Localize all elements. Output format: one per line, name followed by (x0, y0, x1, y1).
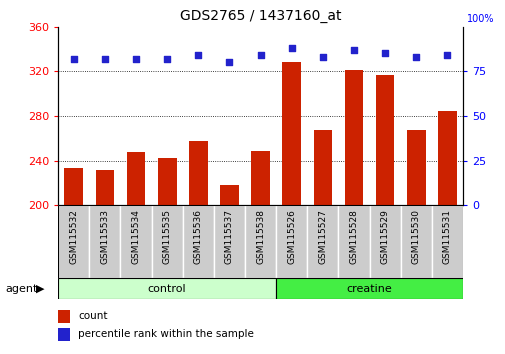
Text: GSM115526: GSM115526 (287, 209, 295, 264)
Point (380, 51, 388, 56)
Bar (276, 278, 462, 299)
Bar (95, 170, 114, 205)
Bar (58, 278, 276, 299)
Title: GDS2765 / 1437160_at: GDS2765 / 1437160_at (179, 9, 341, 23)
Bar (58, 205, 89, 278)
Bar (182, 205, 214, 278)
Point (442, 52, 450, 58)
Text: GSM115536: GSM115536 (193, 209, 203, 264)
Text: agent: agent (5, 284, 37, 293)
Bar (282, 62, 300, 205)
Bar (307, 205, 338, 278)
Bar (276, 205, 307, 278)
Bar (313, 131, 332, 205)
Bar (120, 205, 152, 278)
Text: GSM115531: GSM115531 (442, 209, 451, 264)
Bar (58, 328, 70, 341)
Text: GSM115535: GSM115535 (162, 209, 171, 264)
Text: 100%: 100% (466, 14, 494, 24)
Bar (214, 205, 244, 278)
Text: GSM115530: GSM115530 (411, 209, 420, 264)
Text: creatine: creatine (346, 284, 392, 293)
Bar (152, 205, 182, 278)
Text: count: count (78, 312, 108, 321)
Text: GSM115537: GSM115537 (225, 209, 233, 264)
Text: percentile rank within the sample: percentile rank within the sample (78, 329, 254, 339)
Point (287, 45, 295, 51)
Text: GSM115538: GSM115538 (256, 209, 265, 264)
Point (132, 56, 140, 62)
Bar (344, 70, 363, 205)
Point (318, 54, 326, 60)
Text: GSM115527: GSM115527 (318, 209, 327, 264)
Bar (338, 205, 369, 278)
Text: GSM115528: GSM115528 (349, 209, 358, 264)
Text: GSM115533: GSM115533 (100, 209, 109, 264)
Bar (431, 205, 462, 278)
Bar (251, 150, 269, 205)
Bar (126, 152, 145, 205)
Point (256, 52, 264, 58)
Point (225, 59, 233, 65)
Bar (400, 205, 431, 278)
Bar (375, 75, 394, 205)
Text: GSM115529: GSM115529 (380, 209, 389, 264)
Point (194, 52, 202, 58)
Bar (437, 112, 456, 205)
Bar (158, 158, 176, 205)
Text: GSM115534: GSM115534 (131, 209, 140, 264)
Bar (64, 169, 83, 205)
Bar (188, 141, 207, 205)
Bar (244, 205, 276, 278)
Point (412, 54, 420, 60)
Point (70, 56, 78, 62)
Bar (220, 185, 238, 205)
Text: GSM115532: GSM115532 (69, 209, 78, 264)
Bar (58, 310, 70, 323)
Bar (369, 205, 400, 278)
Point (100, 56, 109, 62)
Text: ▶: ▶ (36, 284, 45, 293)
Point (349, 47, 358, 53)
Bar (406, 131, 425, 205)
Bar (89, 205, 120, 278)
Text: control: control (147, 284, 186, 293)
Point (163, 56, 171, 62)
